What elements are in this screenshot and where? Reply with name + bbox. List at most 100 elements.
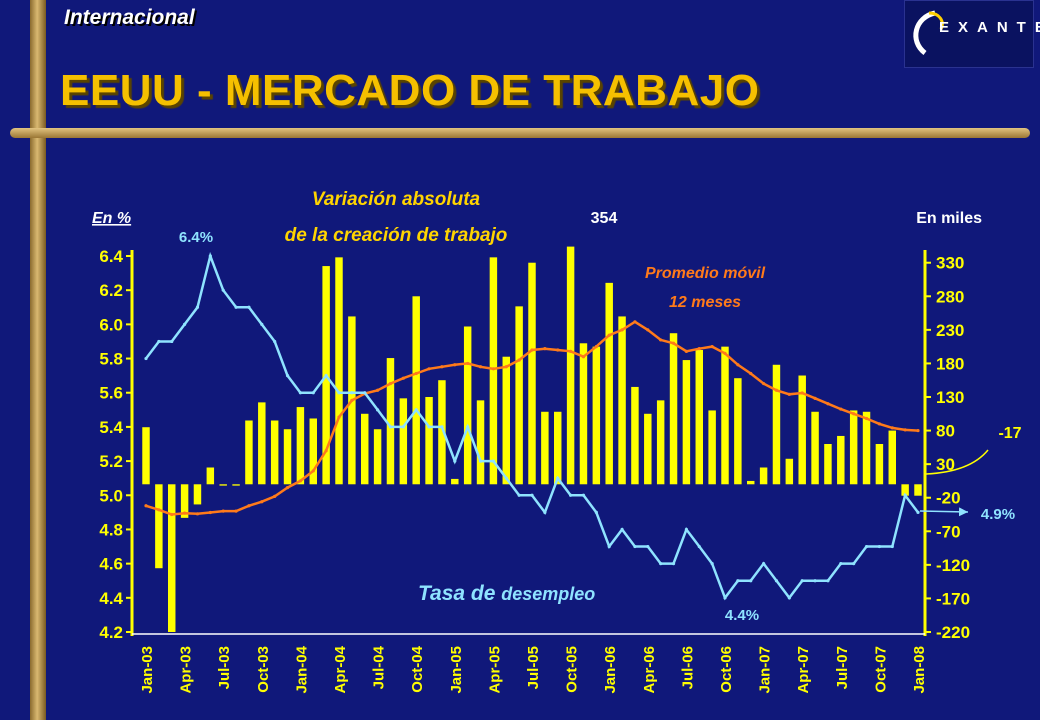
- job-change-bar: [772, 364, 781, 485]
- moving-average-point: [774, 388, 779, 392]
- right-tick-label: 230: [936, 321, 964, 340]
- unemployment-rate-point: [183, 322, 187, 326]
- moving-average-point: [183, 511, 187, 515]
- x-tick-label: Jul-07: [834, 646, 851, 689]
- moving-average-point: [646, 328, 650, 332]
- exante-logo: EXANTE: [904, 0, 1040, 68]
- job-change-bar: [579, 343, 588, 485]
- unemployment-rate-point: [311, 391, 315, 395]
- unemployment-rate-point: [427, 425, 431, 429]
- unemployment-rate-point: [478, 459, 483, 463]
- job-change-bar: [502, 356, 510, 485]
- unemployment-rate-point: [710, 562, 714, 566]
- unemployment-rate-point: [221, 288, 225, 292]
- x-tick-label: Apr-04: [332, 645, 349, 693]
- unemployment-label-prefix: Tasa de: [418, 582, 501, 605]
- unemployment-rate-point: [813, 579, 817, 583]
- job-change-bar: [206, 467, 215, 485]
- unemployment-rate-point: [697, 544, 701, 549]
- job-change-bar: [669, 333, 678, 485]
- job-change-bar: [270, 420, 279, 485]
- job-change-bar: [734, 378, 742, 485]
- moving-average-point: [710, 345, 714, 349]
- unemployment-rate-point: [170, 339, 174, 344]
- moving-average-point: [607, 333, 611, 337]
- moving-average-point: [311, 469, 315, 473]
- unemployment-rate-point: [903, 493, 907, 497]
- unemployment-rate-point: [517, 493, 521, 497]
- unemployment-rate-point: [916, 510, 920, 514]
- unemployment-rate-point: [646, 544, 650, 549]
- job-change-bar: [515, 306, 523, 485]
- unemployment-rate-point: [826, 579, 830, 583]
- unemployment-rate-point: [195, 305, 200, 309]
- x-tick-label: Jul-03: [216, 646, 233, 689]
- moving-average-point: [144, 504, 148, 508]
- unemployment-rate-point: [273, 339, 277, 344]
- decorative-title-rule: [10, 128, 1030, 138]
- job-change-bar: [309, 418, 317, 485]
- unemployment-rate-point: [401, 425, 405, 429]
- x-tick-label: Apr-05: [486, 646, 503, 694]
- moving-average-point: [466, 361, 470, 366]
- left-tick-label: 4.8: [99, 520, 123, 539]
- job-change-bar: [695, 350, 703, 485]
- moving-average-point: [813, 396, 817, 400]
- right-tick-label: 180: [936, 354, 964, 373]
- logo-text: EXANTE: [939, 19, 1040, 36]
- moving-average-point: [504, 365, 508, 369]
- moving-average-point: [736, 363, 740, 367]
- moving-average-point: [530, 348, 534, 352]
- unemployment-rate-point: [247, 305, 251, 309]
- moving-average-point: [890, 426, 894, 430]
- unemployment-rate-point: [839, 562, 843, 566]
- right-tick-label: 80: [936, 422, 955, 441]
- job-change-bar: [541, 411, 549, 485]
- left-tick-label: 5.4: [99, 418, 123, 437]
- job-change-bar: [849, 410, 858, 485]
- job-change-bar: [875, 444, 884, 485]
- job-change-bar: [554, 411, 562, 485]
- left-tick-label: 5.8: [99, 350, 123, 369]
- unemployment-rate-point: [852, 562, 856, 566]
- moving-average-point: [401, 376, 405, 380]
- moving-average-point: [620, 328, 624, 332]
- left-tick-label: 6.4: [99, 247, 123, 266]
- unemployment-rate-point: [762, 562, 766, 566]
- moving-average-point: [659, 338, 663, 342]
- moving-average-point: [208, 510, 212, 515]
- job-change-bar: [142, 427, 150, 485]
- right-tick-label: 280: [936, 287, 964, 306]
- moving-average-point: [427, 367, 431, 371]
- section-label: Internacional: [64, 6, 195, 29]
- moving-average-point: [877, 422, 882, 426]
- moving-average-point: [234, 509, 238, 513]
- unemployment-rate-point: [491, 459, 495, 463]
- moving-average-point: [478, 365, 483, 369]
- decorative-left-bar: [30, 0, 46, 720]
- x-tick-label: Jul-05: [525, 646, 542, 689]
- right-tick-label: 30: [936, 455, 955, 474]
- moving-average-point: [517, 358, 521, 362]
- x-tick-label: Jul-04: [371, 645, 388, 689]
- unemployment-rate-point: [324, 374, 328, 378]
- unemployment-rate-point: [363, 391, 367, 395]
- unemployment-rate-point: [620, 527, 624, 532]
- left-axis-ticks: 6.4 6.2 6.0 5.8 5.6 5.4 5.2 5.0 4.8 4.6 4.4 4.2: [99, 247, 132, 642]
- job-change-bar: [824, 444, 832, 485]
- job-change-bar: [489, 257, 498, 485]
- moving-average-point: [324, 449, 328, 453]
- moving-average-point: [440, 365, 444, 369]
- moving-average-point: [903, 428, 907, 432]
- job-change-bar: [888, 430, 896, 485]
- moving-average-point: [376, 388, 380, 392]
- bars-title-line2: de la creación de trabajo: [285, 225, 508, 246]
- moving-average-point: [787, 392, 791, 396]
- unemployment-rate-point: [569, 493, 573, 497]
- unemployment-rate-point: [594, 510, 598, 514]
- right-tick-label: 330: [936, 254, 964, 273]
- x-tick-label: Jan-04: [293, 645, 310, 693]
- unemployment-rate-point: [337, 391, 341, 395]
- moving-average-point: [723, 351, 727, 355]
- moving-average-point: [247, 504, 251, 508]
